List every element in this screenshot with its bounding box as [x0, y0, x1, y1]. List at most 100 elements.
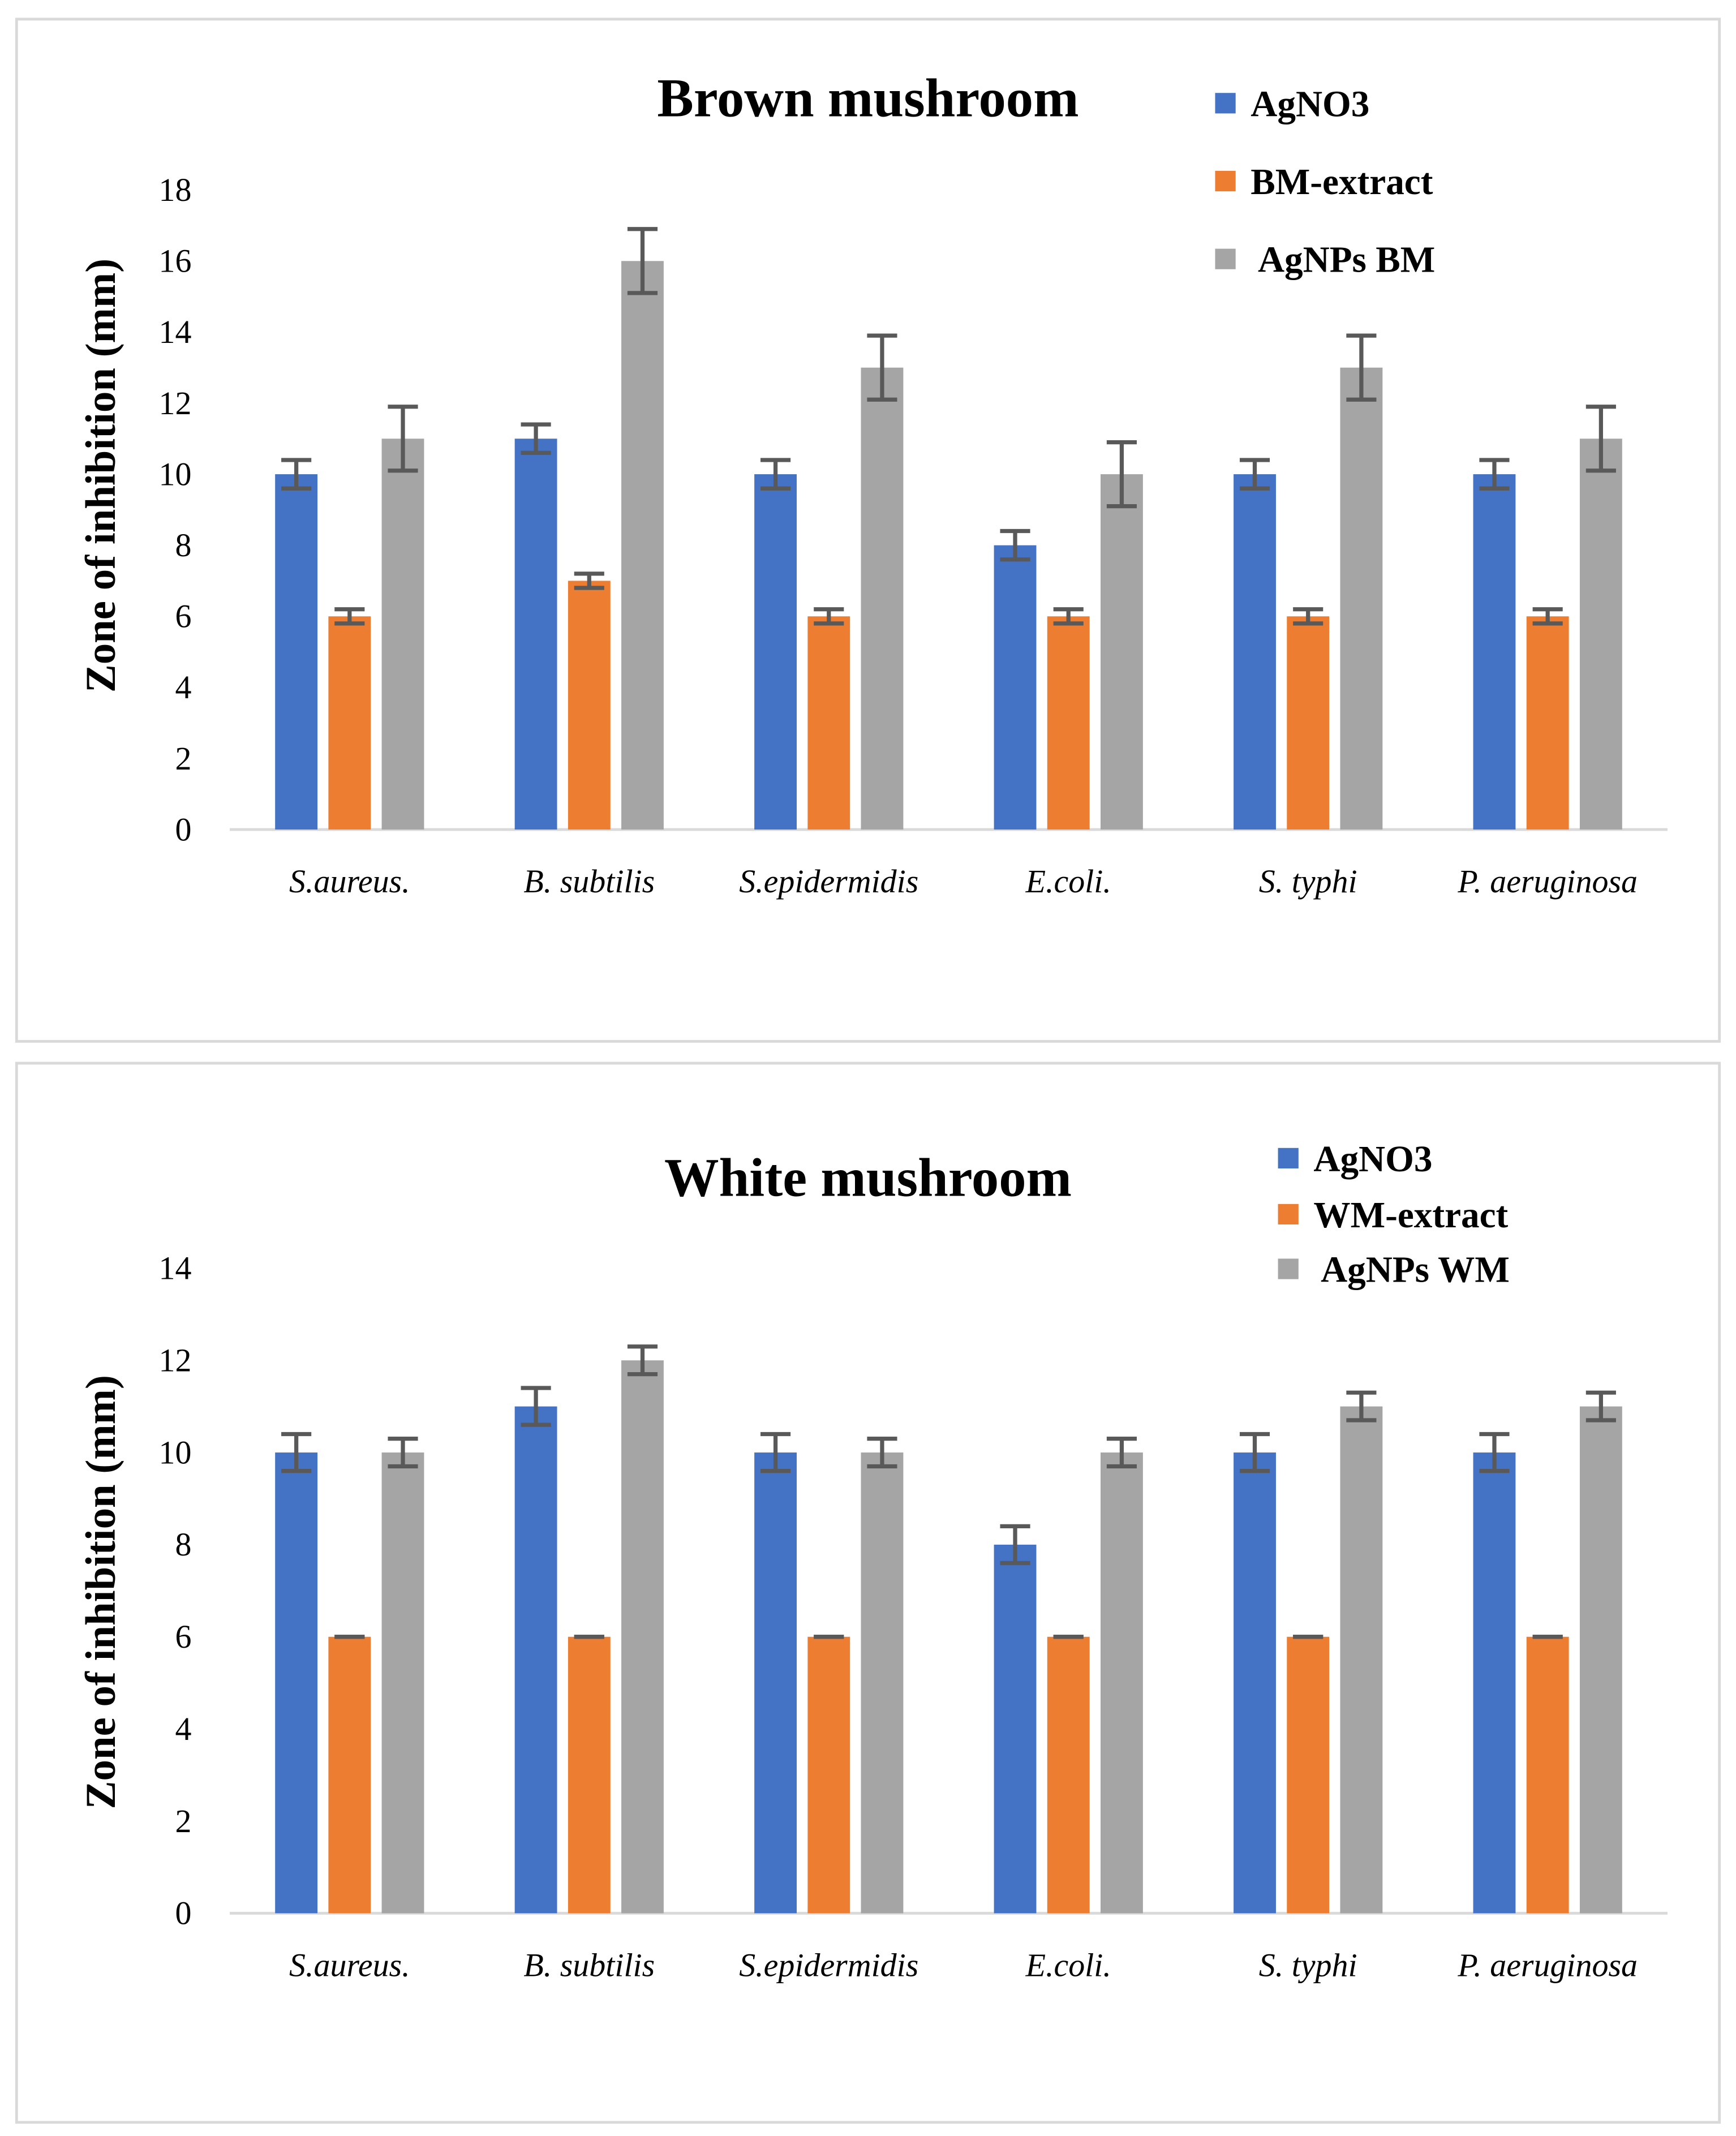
bar-bm-extract [807, 616, 850, 830]
y-tick-label: 8 [175, 1526, 191, 1563]
x-tick-label: S.epidermidis [739, 1946, 918, 1983]
bar-agnps-wm [381, 1452, 424, 1914]
bar-agno3 [514, 1406, 557, 1914]
legend-swatch [1215, 170, 1236, 192]
legend-label: BM-extract [1251, 162, 1433, 203]
error-bar [814, 607, 844, 626]
bar-agno3 [1234, 1452, 1276, 1914]
error-bar [1106, 1436, 1137, 1469]
error-bar [388, 1436, 418, 1469]
error-bar [281, 458, 312, 491]
legend-swatch [1215, 248, 1236, 269]
error-bar [1585, 405, 1616, 473]
bar-bm-extract [1287, 616, 1330, 830]
bar-agno3 [994, 1544, 1037, 1914]
error-bar [281, 1432, 312, 1473]
bar-agnps-wm [861, 1452, 904, 1914]
legend-swatch [1278, 1258, 1299, 1279]
error-bar [1000, 528, 1030, 562]
x-tick-label: S.epidermidis [739, 863, 918, 900]
x-tick-label: E.coli. [1025, 863, 1111, 900]
y-tick-label: 0 [175, 1895, 191, 1932]
x-tick-label: S.aureus. [289, 863, 410, 900]
error-bar [1585, 1390, 1616, 1422]
y-tick-label: 4 [175, 1710, 191, 1747]
legend-label: AgNO3 [1251, 84, 1369, 124]
bar-bm-extract [1526, 616, 1569, 830]
bar-agno3 [1473, 1452, 1516, 1914]
error-bar [1346, 333, 1377, 402]
y-tick-label: 0 [175, 811, 191, 848]
bar-wm-extract [568, 1636, 611, 1914]
bar-agno3 [754, 474, 797, 830]
error-bar [1000, 1524, 1030, 1566]
legend-swatch [1278, 1147, 1299, 1169]
x-tick-label: P. aeruginosa [1457, 1946, 1638, 1983]
error-bar [867, 1436, 897, 1469]
bar-bm-extract [1047, 616, 1090, 830]
bar-agnps-bm [381, 439, 424, 830]
y-tick-label: 14 [159, 1250, 192, 1287]
chart-title: Brown mushroom [657, 67, 1078, 128]
bar-agnps-wm [1340, 1406, 1383, 1914]
error-bar [1479, 1432, 1510, 1473]
bar-agno3 [994, 545, 1037, 830]
x-tick-label: P. aeruginosa [1457, 863, 1638, 900]
bar-agno3 [754, 1452, 797, 1914]
bar-agno3 [1234, 474, 1276, 830]
x-tick-label: B. subtilis [523, 1946, 655, 1983]
y-tick-label: 6 [175, 598, 191, 635]
error-bar [388, 405, 418, 473]
legend-label: AgNPs BM [1251, 240, 1435, 281]
error-bar [521, 422, 551, 455]
legend-label: WM-extract [1313, 1195, 1508, 1236]
bar-agnps-bm [1340, 367, 1383, 830]
error-bar [1106, 440, 1137, 509]
bar-agno3 [275, 474, 318, 830]
bar-bm-extract [568, 581, 611, 830]
x-tick-label: S. typhi [1259, 863, 1357, 900]
bar-agnps-bm [1100, 474, 1143, 830]
y-tick-label: 16 [159, 243, 192, 280]
bar-agnps-bm [621, 261, 664, 830]
bar-wm-extract [1526, 1636, 1569, 1914]
error-bar [1479, 458, 1510, 491]
y-tick-label: 2 [175, 740, 191, 777]
error-bar [1239, 1432, 1270, 1473]
legend-swatch [1215, 93, 1236, 114]
bar-agnps-bm [861, 367, 904, 830]
error-bar [1346, 1390, 1377, 1422]
bar-wm-extract [1047, 1636, 1090, 1914]
bar-agno3 [514, 439, 557, 830]
bar-wm-extract [1287, 1636, 1330, 1914]
y-tick-label: 2 [175, 1803, 191, 1840]
chart-title: White mushroom [664, 1147, 1072, 1207]
bar-agno3 [275, 1452, 318, 1914]
y-tick-label: 4 [175, 669, 191, 706]
x-tick-label: B. subtilis [523, 863, 655, 900]
y-tick-label: 18 [159, 171, 192, 208]
error-bar [1532, 607, 1563, 626]
legend-swatch [1278, 1204, 1299, 1225]
error-bar [627, 1344, 658, 1377]
y-tick-label: 12 [159, 385, 192, 422]
y-tick-label: 12 [159, 1342, 192, 1379]
chart-brown-mushroom: Brown mushroom Zone of inhibition (mm) 0 2 4… [78, 67, 1668, 900]
error-bar [521, 1386, 551, 1427]
y-axis-label: Zone of inhibition (mm) [78, 259, 124, 693]
error-bar [334, 607, 365, 626]
error-bar [760, 1432, 791, 1473]
error-bar [574, 571, 604, 590]
error-bar [867, 333, 897, 402]
y-tick-label: 8 [175, 527, 191, 564]
y-tick-label: 10 [159, 1434, 192, 1471]
chart-white-mushroom: White mushroom Zone of inhibition (mm) 0 2 4… [78, 1139, 1668, 1983]
bar-agnps-wm [621, 1360, 664, 1914]
bar-agnps-wm [1579, 1406, 1622, 1914]
y-tick-label: 14 [159, 313, 192, 350]
bar-bm-extract [328, 616, 371, 830]
x-tick-label: E.coli. [1025, 1946, 1111, 1983]
bar-agno3 [1473, 474, 1516, 830]
legend-label: AgNO3 [1313, 1139, 1432, 1180]
